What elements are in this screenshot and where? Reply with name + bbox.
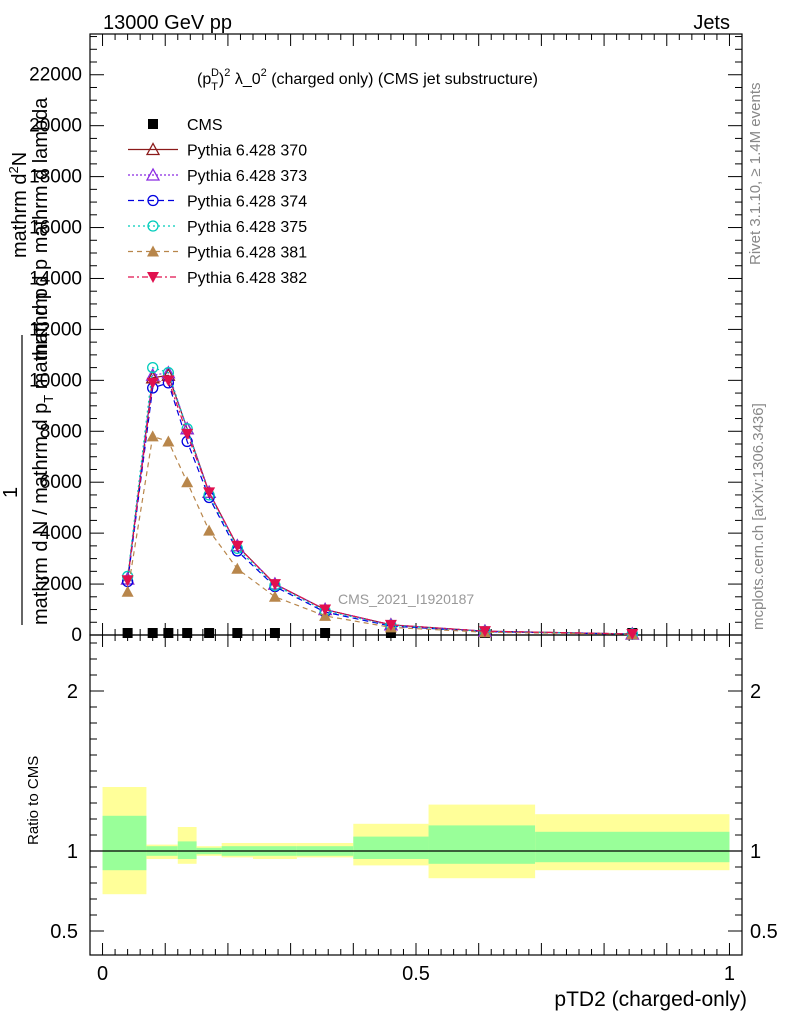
legend-marker bbox=[145, 167, 161, 181]
rivet-label: Rivet 3.1.10, ≥ 1.4M events bbox=[747, 83, 764, 266]
legend-marker bbox=[148, 119, 158, 129]
y-tick-label: 0 bbox=[71, 625, 82, 646]
ratio-ylabel: Ratio to CMS bbox=[25, 756, 42, 845]
x-tick-label: 1 bbox=[724, 963, 735, 985]
watermark: CMS_2021_I1920187 bbox=[338, 591, 474, 607]
ratio-band-inner bbox=[177, 841, 197, 859]
legend-marker bbox=[147, 245, 159, 257]
ratio-tick-label: 1 bbox=[67, 841, 78, 863]
ratio-frame bbox=[89, 634, 743, 956]
mcplots-label: mcplots.cern.ch [arXiv:1306.3436] bbox=[750, 403, 767, 630]
legend-label: Pythia 6.428 373 bbox=[187, 168, 307, 185]
data-point bbox=[384, 619, 397, 631]
data-point bbox=[231, 540, 244, 552]
series-p381 bbox=[121, 430, 639, 640]
legend: CMS Pythia 6.428 370 Pythia 6.428 373 Pythi… bbox=[128, 117, 307, 287]
data-point bbox=[478, 626, 491, 638]
y-tick-label: 10000 bbox=[29, 370, 82, 391]
ratio-tick-label-right: 1 bbox=[750, 841, 761, 863]
ylabel-line3: mathrm d N / mathrm d pT mathrm d p bbox=[30, 288, 56, 625]
data-point bbox=[231, 562, 244, 574]
axis-ticks: 0 2000 4000 6000 8000 10000 12000 14000 16000 180… bbox=[29, 34, 778, 985]
data-point bbox=[162, 375, 175, 387]
data-point bbox=[146, 377, 159, 389]
header-right: Jets bbox=[693, 12, 730, 34]
legend-marker bbox=[147, 194, 159, 207]
legend-label: CMS bbox=[187, 117, 223, 134]
ratio-band-inner bbox=[102, 815, 147, 871]
ratio-tick-label: 2 bbox=[67, 681, 78, 703]
ylabel-line2: mathrm d p mathrm d lambda bbox=[30, 97, 52, 360]
data-point bbox=[204, 628, 215, 638]
data-point bbox=[163, 628, 174, 638]
data-point bbox=[626, 628, 639, 640]
legend-label: Pythia 6.428 374 bbox=[187, 194, 307, 211]
ylabel-line1: mathrm d2N bbox=[6, 152, 31, 258]
data-point bbox=[162, 435, 175, 447]
series-layer bbox=[120, 361, 640, 640]
legend-label: Pythia 6.428 375 bbox=[187, 219, 307, 236]
header-left: 13000 GeV pp bbox=[103, 12, 232, 34]
y-tick-label: 12000 bbox=[29, 319, 82, 340]
y-tick-label: 8000 bbox=[40, 421, 82, 442]
y-tick-label: 16000 bbox=[29, 218, 82, 239]
ratio-band-inner bbox=[428, 825, 536, 864]
y-tick-label: 4000 bbox=[40, 523, 82, 544]
data-point bbox=[268, 590, 281, 602]
plot-title: (pTD)2 λ_02 (charged only) (CMS jet subs… bbox=[197, 67, 538, 93]
ratio-band-inner bbox=[535, 831, 730, 863]
legend-marker bbox=[145, 142, 161, 156]
x-tick-label: 0 bbox=[97, 963, 108, 985]
data-point bbox=[147, 628, 158, 638]
data-point bbox=[182, 628, 193, 638]
data-point bbox=[269, 628, 280, 638]
ratio-tick-label: 0.5 bbox=[50, 921, 78, 943]
ratio-tick-label-right: 2 bbox=[750, 681, 761, 703]
ylabel-numerator: 1 bbox=[0, 487, 22, 498]
data-point bbox=[203, 487, 216, 499]
y-tick-label: 2000 bbox=[40, 574, 82, 595]
data-point bbox=[122, 628, 133, 638]
legend-label: Pythia 6.428 370 bbox=[187, 143, 307, 160]
y-axis-title: mathrm d2N mathrm d p mathrm d lambda 1 … bbox=[0, 97, 56, 625]
x-axis-label: pTD2 (charged-only) bbox=[554, 988, 747, 1011]
legend-marker bbox=[147, 220, 159, 232]
data-point bbox=[203, 524, 216, 536]
data-point bbox=[181, 476, 194, 488]
data-point bbox=[121, 585, 134, 597]
ratio-bands bbox=[90, 787, 742, 895]
y-tick-label: 20000 bbox=[29, 116, 82, 137]
series-p382 bbox=[121, 375, 639, 640]
y-tick-label: 14000 bbox=[29, 268, 82, 289]
data-point bbox=[320, 628, 331, 638]
ratio-band-inner bbox=[353, 836, 429, 859]
data-point bbox=[319, 604, 332, 616]
data-point bbox=[385, 628, 396, 638]
data-point bbox=[268, 579, 281, 591]
data-point bbox=[147, 361, 159, 374]
data-point bbox=[181, 428, 194, 440]
legend-marker bbox=[147, 272, 159, 283]
legend-label: Pythia 6.428 381 bbox=[187, 245, 307, 262]
y-tick-label: 18000 bbox=[29, 167, 82, 188]
data-point bbox=[146, 430, 159, 442]
ratio-tick-label-right: 0.5 bbox=[750, 921, 778, 943]
data-point bbox=[232, 628, 243, 638]
legend-label: Pythia 6.428 382 bbox=[187, 270, 307, 287]
data-point bbox=[121, 575, 134, 587]
y-tick-label: 22000 bbox=[29, 65, 82, 86]
y-tick-label: 6000 bbox=[40, 472, 82, 493]
x-tick-label: 0.5 bbox=[402, 963, 430, 985]
